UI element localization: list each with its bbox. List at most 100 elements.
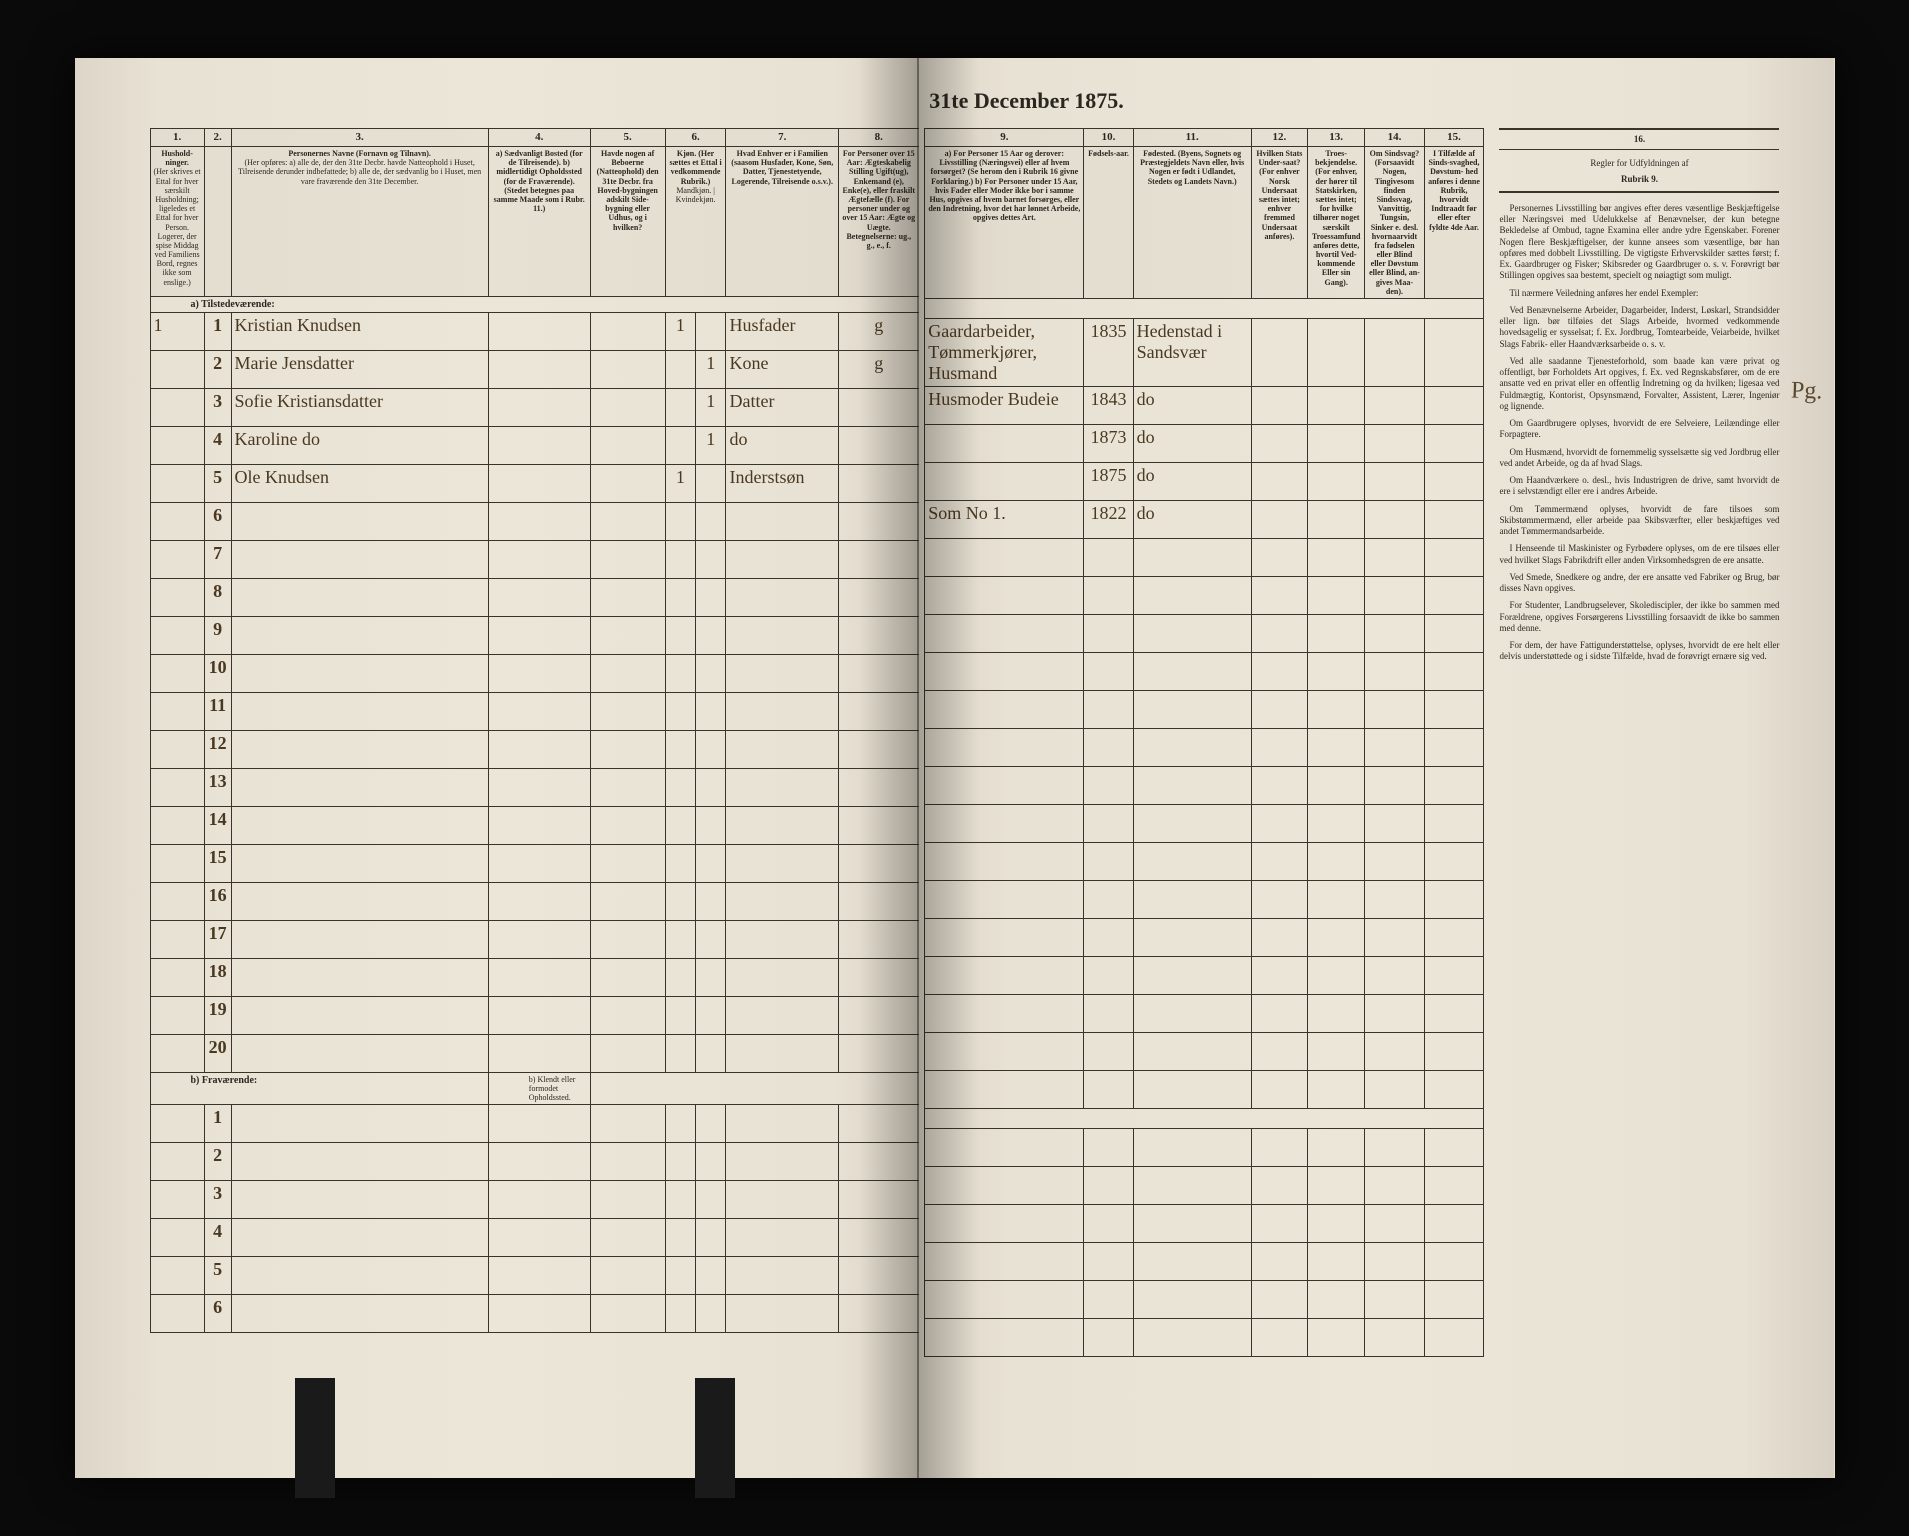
row-number: 6 (204, 503, 231, 541)
birthplace (1133, 805, 1251, 843)
outbuilding-cell (590, 921, 665, 959)
occupation: Som No 1. (925, 501, 1084, 539)
table-row (925, 843, 1484, 881)
sex-male (665, 997, 695, 1035)
family-position: Inderstsøn (726, 465, 839, 503)
household-cell (150, 465, 204, 503)
census-table-right: 9.10.11.12.13.14.15. a) For Personer 15 … (924, 128, 1484, 1357)
birthplace (1133, 957, 1251, 995)
residence-cell (488, 655, 590, 693)
person-name (231, 883, 488, 921)
outbuilding-cell (590, 617, 665, 655)
person-name (231, 997, 488, 1035)
marital-status (839, 921, 919, 959)
column-number-row: 9.10.11.12.13.14.15. (925, 129, 1484, 147)
marital-status (839, 655, 919, 693)
household-cell (150, 883, 204, 921)
family-position (726, 997, 839, 1035)
marital-status (839, 845, 919, 883)
table-row: 8 (150, 579, 919, 617)
birth-year (1084, 615, 1133, 653)
sex-male (665, 617, 695, 655)
sex-male (665, 1035, 695, 1073)
household-cell (150, 845, 204, 883)
outbuilding-cell (590, 579, 665, 617)
family-position: do (726, 427, 839, 465)
sex-female (696, 465, 726, 503)
sex-male: 1 (665, 313, 695, 351)
residence-cell (488, 503, 590, 541)
instruction-paragraph: I Henseende til Maskinister og Fyrbødere… (1499, 543, 1779, 566)
occupation (925, 957, 1084, 995)
table-row: 5Ole Knudsen1Inderstsøn (150, 465, 919, 503)
instruction-paragraph: Om Haandværkere o. desl., hvis Industrig… (1499, 475, 1779, 498)
sex-male (665, 503, 695, 541)
birthplace (1133, 653, 1251, 691)
marital-status (839, 883, 919, 921)
sex-female (696, 541, 726, 579)
table-row (925, 1205, 1484, 1243)
person-name (231, 617, 488, 655)
right-page: 31te December 1875. 9.10.11.12.13.14.15.… (919, 58, 1834, 1478)
person-name (231, 959, 488, 997)
marital-status (839, 769, 919, 807)
row-number: 1 (204, 313, 231, 351)
section-a-label: a) Tilstedeværende: (150, 297, 919, 313)
sex-male (665, 807, 695, 845)
marital-status (839, 731, 919, 769)
sex-male (665, 389, 695, 427)
row-number: 10 (204, 655, 231, 693)
row-number: 14 (204, 807, 231, 845)
outbuilding-cell (590, 731, 665, 769)
residence-cell (488, 845, 590, 883)
marital-status (839, 1035, 919, 1073)
birth-year (1084, 805, 1133, 843)
sex-female (696, 731, 726, 769)
sex-male (665, 731, 695, 769)
table-row (925, 1033, 1484, 1071)
col-header: Troes-bekjendelse. (For enhver, der høre… (1308, 147, 1365, 299)
table-row: Gaardarbeider, Tømmerkjører, Husmand1835… (925, 319, 1484, 387)
family-position: Kone (726, 351, 839, 389)
table-row: 11Kristian Knudsen1Husfaderg (150, 313, 919, 351)
col-num: 8. (839, 129, 919, 147)
birthplace (1133, 843, 1251, 881)
table-row: 3 (150, 1181, 919, 1219)
column-number-row: 1.2.3.4.5.6.7.8. (150, 129, 919, 147)
col-num: 13. (1308, 129, 1365, 147)
table-row: 2 (150, 1143, 919, 1181)
outbuilding-cell (590, 845, 665, 883)
marital-status (839, 997, 919, 1035)
birthplace (1133, 577, 1251, 615)
occupation (925, 843, 1084, 881)
row-number: 9 (204, 617, 231, 655)
occupation (925, 1033, 1084, 1071)
sex-female (696, 617, 726, 655)
person-name (231, 921, 488, 959)
person-name (231, 845, 488, 883)
residence-cell (488, 1035, 590, 1073)
outbuilding-cell (590, 807, 665, 845)
table-row (925, 577, 1484, 615)
table-row: 6 (150, 503, 919, 541)
household-cell: 1 (150, 313, 204, 351)
birth-year: 1873 (1084, 425, 1133, 463)
household-cell (150, 655, 204, 693)
table-row: 13 (150, 769, 919, 807)
row-number: 4 (204, 427, 231, 465)
absent-persons-label: b) Fraværende: (191, 1075, 258, 1086)
table-row: 2Marie Jensdatter1Koneg (150, 351, 919, 389)
occupation (925, 919, 1084, 957)
marital-status (839, 503, 919, 541)
table-row: 3Sofie Kristiansdatter1Datter (150, 389, 919, 427)
row-number: 17 (204, 921, 231, 959)
household-cell (150, 921, 204, 959)
household-cell (150, 579, 204, 617)
table-row: 6 (150, 1295, 919, 1333)
person-name (231, 731, 488, 769)
sex-female (696, 1035, 726, 1073)
occupation (925, 767, 1084, 805)
sex-male (665, 579, 695, 617)
occupation (925, 691, 1084, 729)
family-position (726, 883, 839, 921)
